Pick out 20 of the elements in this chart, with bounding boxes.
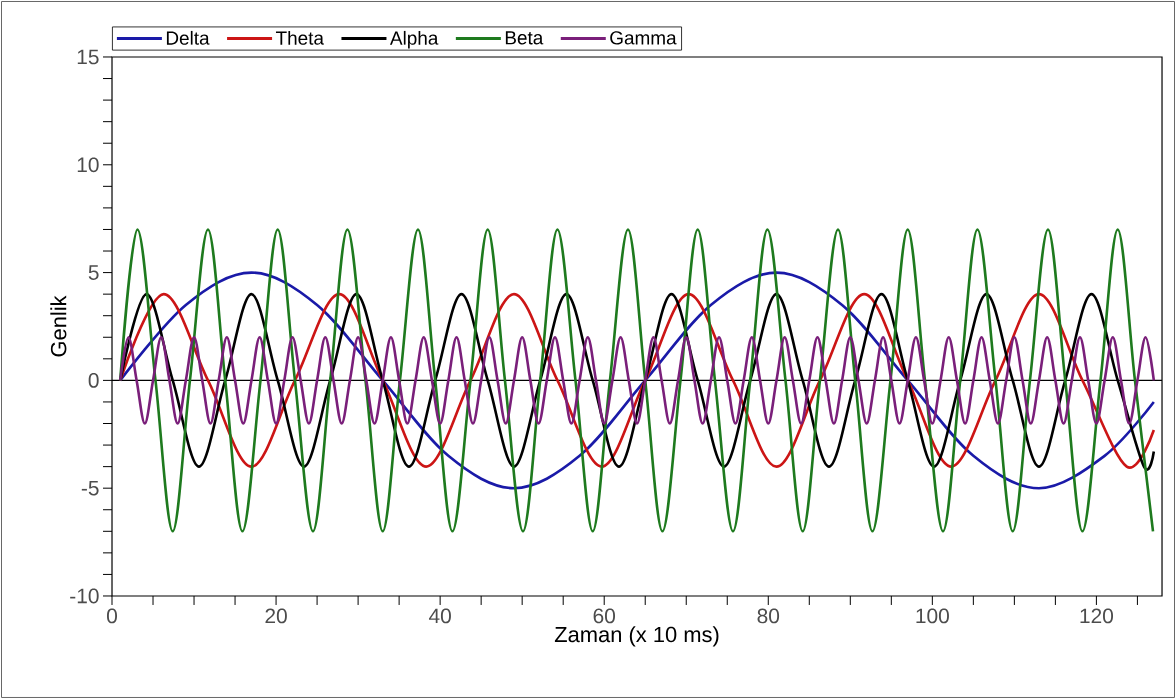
x-tick-label: 40 xyxy=(428,608,451,624)
x-tick-label: 60 xyxy=(593,608,616,624)
y-tick-label: -10 xyxy=(70,588,99,604)
x-tick-label: 100 xyxy=(916,608,949,624)
legend-label: Gamma xyxy=(610,31,677,45)
y-tick-label: 10 xyxy=(77,157,99,173)
x-tick-label: 120 xyxy=(1080,608,1114,624)
y-axis-title: Genlik xyxy=(50,295,67,357)
legend-label: Beta xyxy=(505,31,544,45)
x-tick-label: 20 xyxy=(265,608,287,624)
legend-label: Alpha xyxy=(389,30,439,49)
x-axis-title: Zaman (x 10 ms) xyxy=(554,626,719,647)
y-tick-label: 0 xyxy=(88,372,99,388)
legend-label: Delta xyxy=(166,30,210,45)
y-tick-label: -5 xyxy=(81,480,99,496)
y-tick-label: 5 xyxy=(88,265,99,280)
x-tick-label: 0 xyxy=(107,608,117,624)
legend-label: Theta xyxy=(275,30,324,45)
y-tick-label: 15 xyxy=(77,49,99,65)
x-tick-label: 80 xyxy=(757,608,780,624)
